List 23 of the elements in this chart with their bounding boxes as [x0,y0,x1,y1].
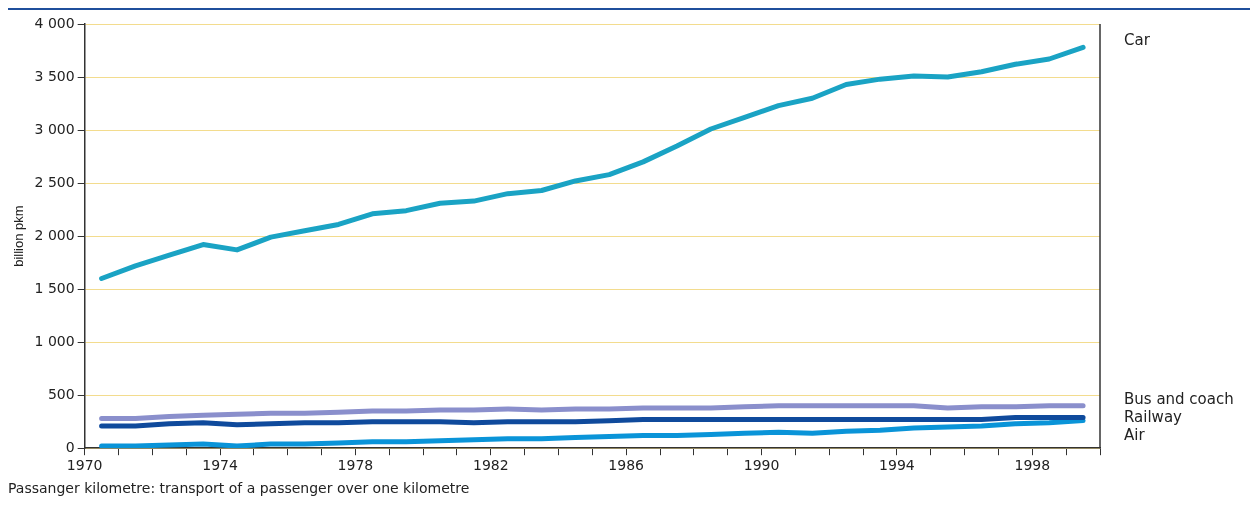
x-tick-label: 1990 [743,457,780,474]
x-tick-label: 1970 [66,457,103,474]
y-tick-label: 0 [65,438,75,455]
y-tick-label: 1 500 [34,279,75,296]
x-tick-label: 1982 [472,457,509,474]
y-tick-label: 3 500 [34,67,75,84]
y-tick-label: 500 [47,385,75,402]
x-tick-label: 1994 [879,457,915,474]
text: Passanger kilometre: transport of a passenger over one kilometre [8,480,471,496]
y-tick-label: 1 000 [34,332,75,349]
y-tick-label: 2 500 [34,173,75,190]
text: Car [1124,31,1151,50]
x-tick-label: 1978 [337,457,374,474]
y-tick-label: 2 000 [34,226,75,243]
text: Air [1124,425,1146,444]
y-tick-label: 4 000 [34,14,75,31]
text: Railway [1124,407,1183,426]
y-tick-label: 3 000 [34,120,75,137]
x-tick-label: 1974 [202,457,238,474]
x-tick-label: 1998 [1014,457,1051,474]
text: Bus and coach [1124,389,1234,408]
x-tick-label: 1986 [608,457,645,474]
y-axis-title: billion pkm [11,205,27,267]
